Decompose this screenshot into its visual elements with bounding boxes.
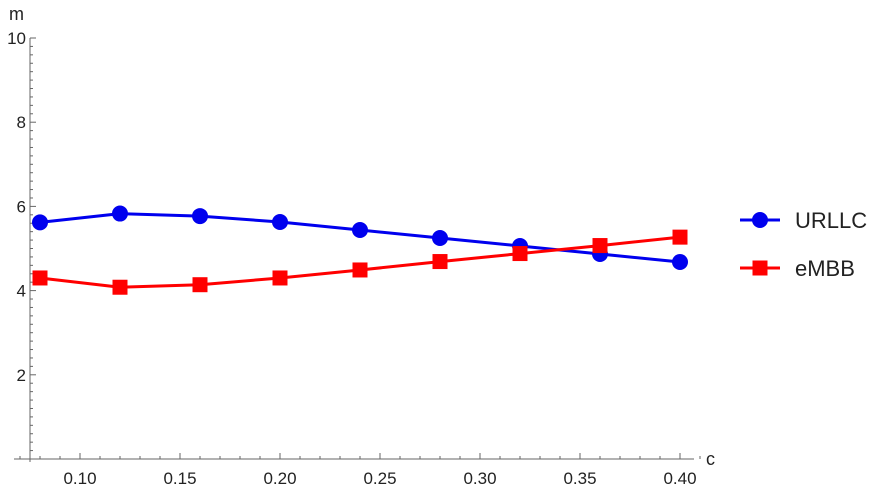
series-embb	[32, 229, 688, 295]
x-tick-label: 0.40	[663, 469, 696, 488]
data-point	[432, 229, 448, 246]
legend-item-embb: eMBB	[740, 256, 855, 281]
plot-area	[32, 205, 688, 295]
x-tick-label: 0.20	[263, 469, 296, 488]
x-tick-label: 0.10	[63, 469, 96, 488]
data-point	[192, 277, 208, 293]
series-line	[39, 235, 681, 289]
data-point	[192, 208, 208, 225]
legend-label: URLLC	[795, 208, 867, 233]
data-point	[432, 254, 448, 270]
y-axis-ticks: 2 4 6 8 10	[7, 29, 36, 452]
data-point	[112, 279, 128, 295]
legend-marker	[752, 212, 768, 228]
series-urllc	[32, 205, 688, 270]
data-point	[352, 262, 368, 278]
data-point	[512, 246, 528, 262]
legend-item-urllc: URLLC	[740, 208, 867, 233]
y-axis-label: m	[9, 4, 24, 24]
x-axis-label: c	[706, 449, 715, 469]
x-axis: 0.10 0.15 0.20 0.25 0.30 0.35 0.40 c	[14, 449, 715, 488]
data-point	[672, 253, 688, 270]
y-axis: 2 4 6 8 10 m	[7, 4, 36, 462]
data-point	[272, 270, 288, 286]
x-tick-label: 0.30	[463, 469, 496, 488]
data-point	[32, 214, 48, 231]
y-tick-label: 10	[7, 29, 26, 48]
y-tick-label: 6	[17, 197, 26, 216]
x-tick-label: 0.35	[563, 469, 596, 488]
x-tick-label: 0.25	[363, 469, 396, 488]
data-point	[592, 238, 608, 254]
legend-marker	[752, 260, 768, 276]
legend-label: eMBB	[795, 256, 855, 281]
y-tick-label: 2	[17, 366, 26, 385]
data-point	[112, 205, 128, 222]
data-point	[352, 221, 368, 238]
data-point	[32, 270, 48, 286]
x-tick-label: 0.15	[163, 469, 196, 488]
data-point	[672, 229, 688, 245]
y-tick-label: 4	[17, 282, 26, 301]
y-tick-label: 8	[17, 113, 26, 132]
legend: URLLC eMBB	[740, 208, 867, 281]
data-point	[272, 213, 288, 230]
x-axis-ticks: 0.10 0.15 0.20 0.25 0.30 0.35 0.40	[19, 453, 701, 488]
